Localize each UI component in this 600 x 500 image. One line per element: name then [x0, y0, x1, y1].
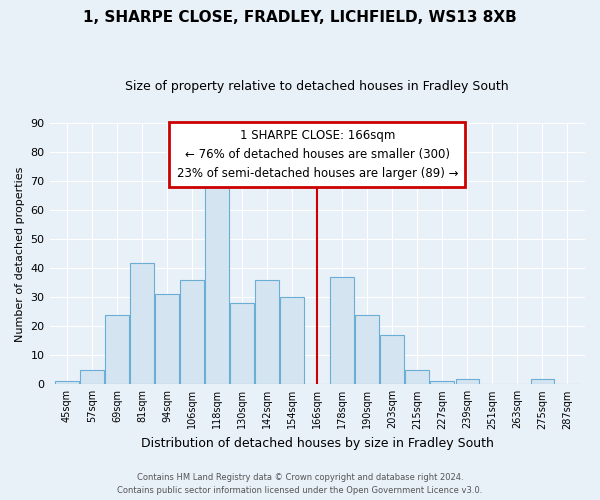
- Bar: [380, 335, 404, 384]
- Bar: [105, 314, 129, 384]
- Title: Size of property relative to detached houses in Fradley South: Size of property relative to detached ho…: [125, 80, 509, 93]
- Bar: [80, 370, 104, 384]
- Bar: [455, 378, 479, 384]
- Bar: [355, 314, 379, 384]
- Text: Contains HM Land Registry data © Crown copyright and database right 2024.
Contai: Contains HM Land Registry data © Crown c…: [118, 474, 482, 495]
- Bar: [180, 280, 204, 384]
- Y-axis label: Number of detached properties: Number of detached properties: [15, 166, 25, 342]
- X-axis label: Distribution of detached houses by size in Fradley South: Distribution of detached houses by size …: [141, 437, 494, 450]
- Bar: [256, 280, 279, 384]
- Bar: [406, 370, 429, 384]
- Bar: [155, 294, 179, 384]
- Bar: [130, 262, 154, 384]
- Bar: [530, 378, 554, 384]
- Bar: [55, 382, 79, 384]
- Bar: [230, 303, 254, 384]
- Bar: [205, 172, 229, 384]
- Bar: [280, 298, 304, 384]
- Bar: [430, 382, 454, 384]
- Bar: [331, 277, 354, 384]
- Text: 1 SHARPE CLOSE: 166sqm
← 76% of detached houses are smaller (300)
23% of semi-de: 1 SHARPE CLOSE: 166sqm ← 76% of detached…: [176, 129, 458, 180]
- Text: 1, SHARPE CLOSE, FRADLEY, LICHFIELD, WS13 8XB: 1, SHARPE CLOSE, FRADLEY, LICHFIELD, WS1…: [83, 10, 517, 25]
